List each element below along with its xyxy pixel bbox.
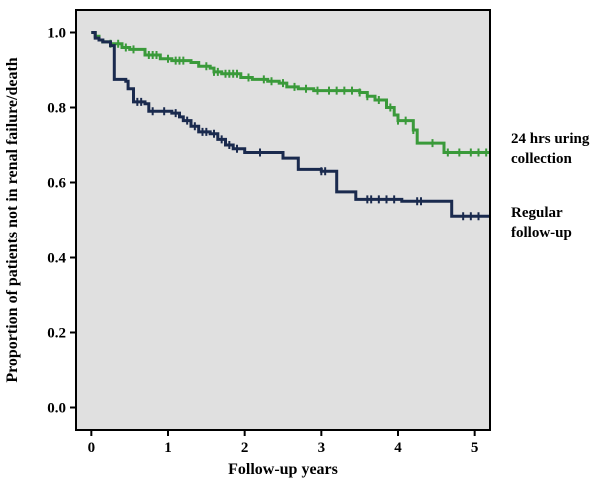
x-tick-label: 3 <box>318 440 326 456</box>
y-tick-label: 1.0 <box>47 26 66 42</box>
x-axis: 0 1 2 3 4 5 <box>88 430 479 456</box>
y-tick-label: 0.0 <box>47 401 66 417</box>
legend: 24 hrs uring collection Regular follow-u… <box>511 131 590 241</box>
x-axis-label: Follow-up years <box>228 461 338 478</box>
plot-background <box>76 10 490 430</box>
legend-urine-line-2: collection <box>511 151 572 167</box>
x-tick-label: 5 <box>471 440 479 456</box>
series-1-curve <box>91 31 490 218</box>
legend-regular-line-2: follow-up <box>511 225 572 241</box>
x-tick-label: 2 <box>241 440 249 456</box>
legend-regular-line-1: Regular <box>511 205 563 221</box>
plot-frame <box>75 9 491 431</box>
y-tick-label: 0.8 <box>47 101 66 117</box>
y-tick-label: 0.2 <box>47 326 66 342</box>
curves-layer <box>91 31 490 221</box>
y-tick-label: 0.4 <box>47 251 66 267</box>
y-axis-label: Proportion of patients not in renal fail… <box>4 57 21 382</box>
y-axis: 0.0 0.2 0.4 0.6 0.8 1.0 <box>47 26 76 417</box>
x-tick-label: 4 <box>394 440 402 456</box>
y-tick-label: 0.6 <box>47 176 66 192</box>
legend-urine-line-1: 24 hrs uring <box>511 131 590 147</box>
x-tick-label: 0 <box>88 440 96 456</box>
x-tick-label: 1 <box>164 440 172 456</box>
